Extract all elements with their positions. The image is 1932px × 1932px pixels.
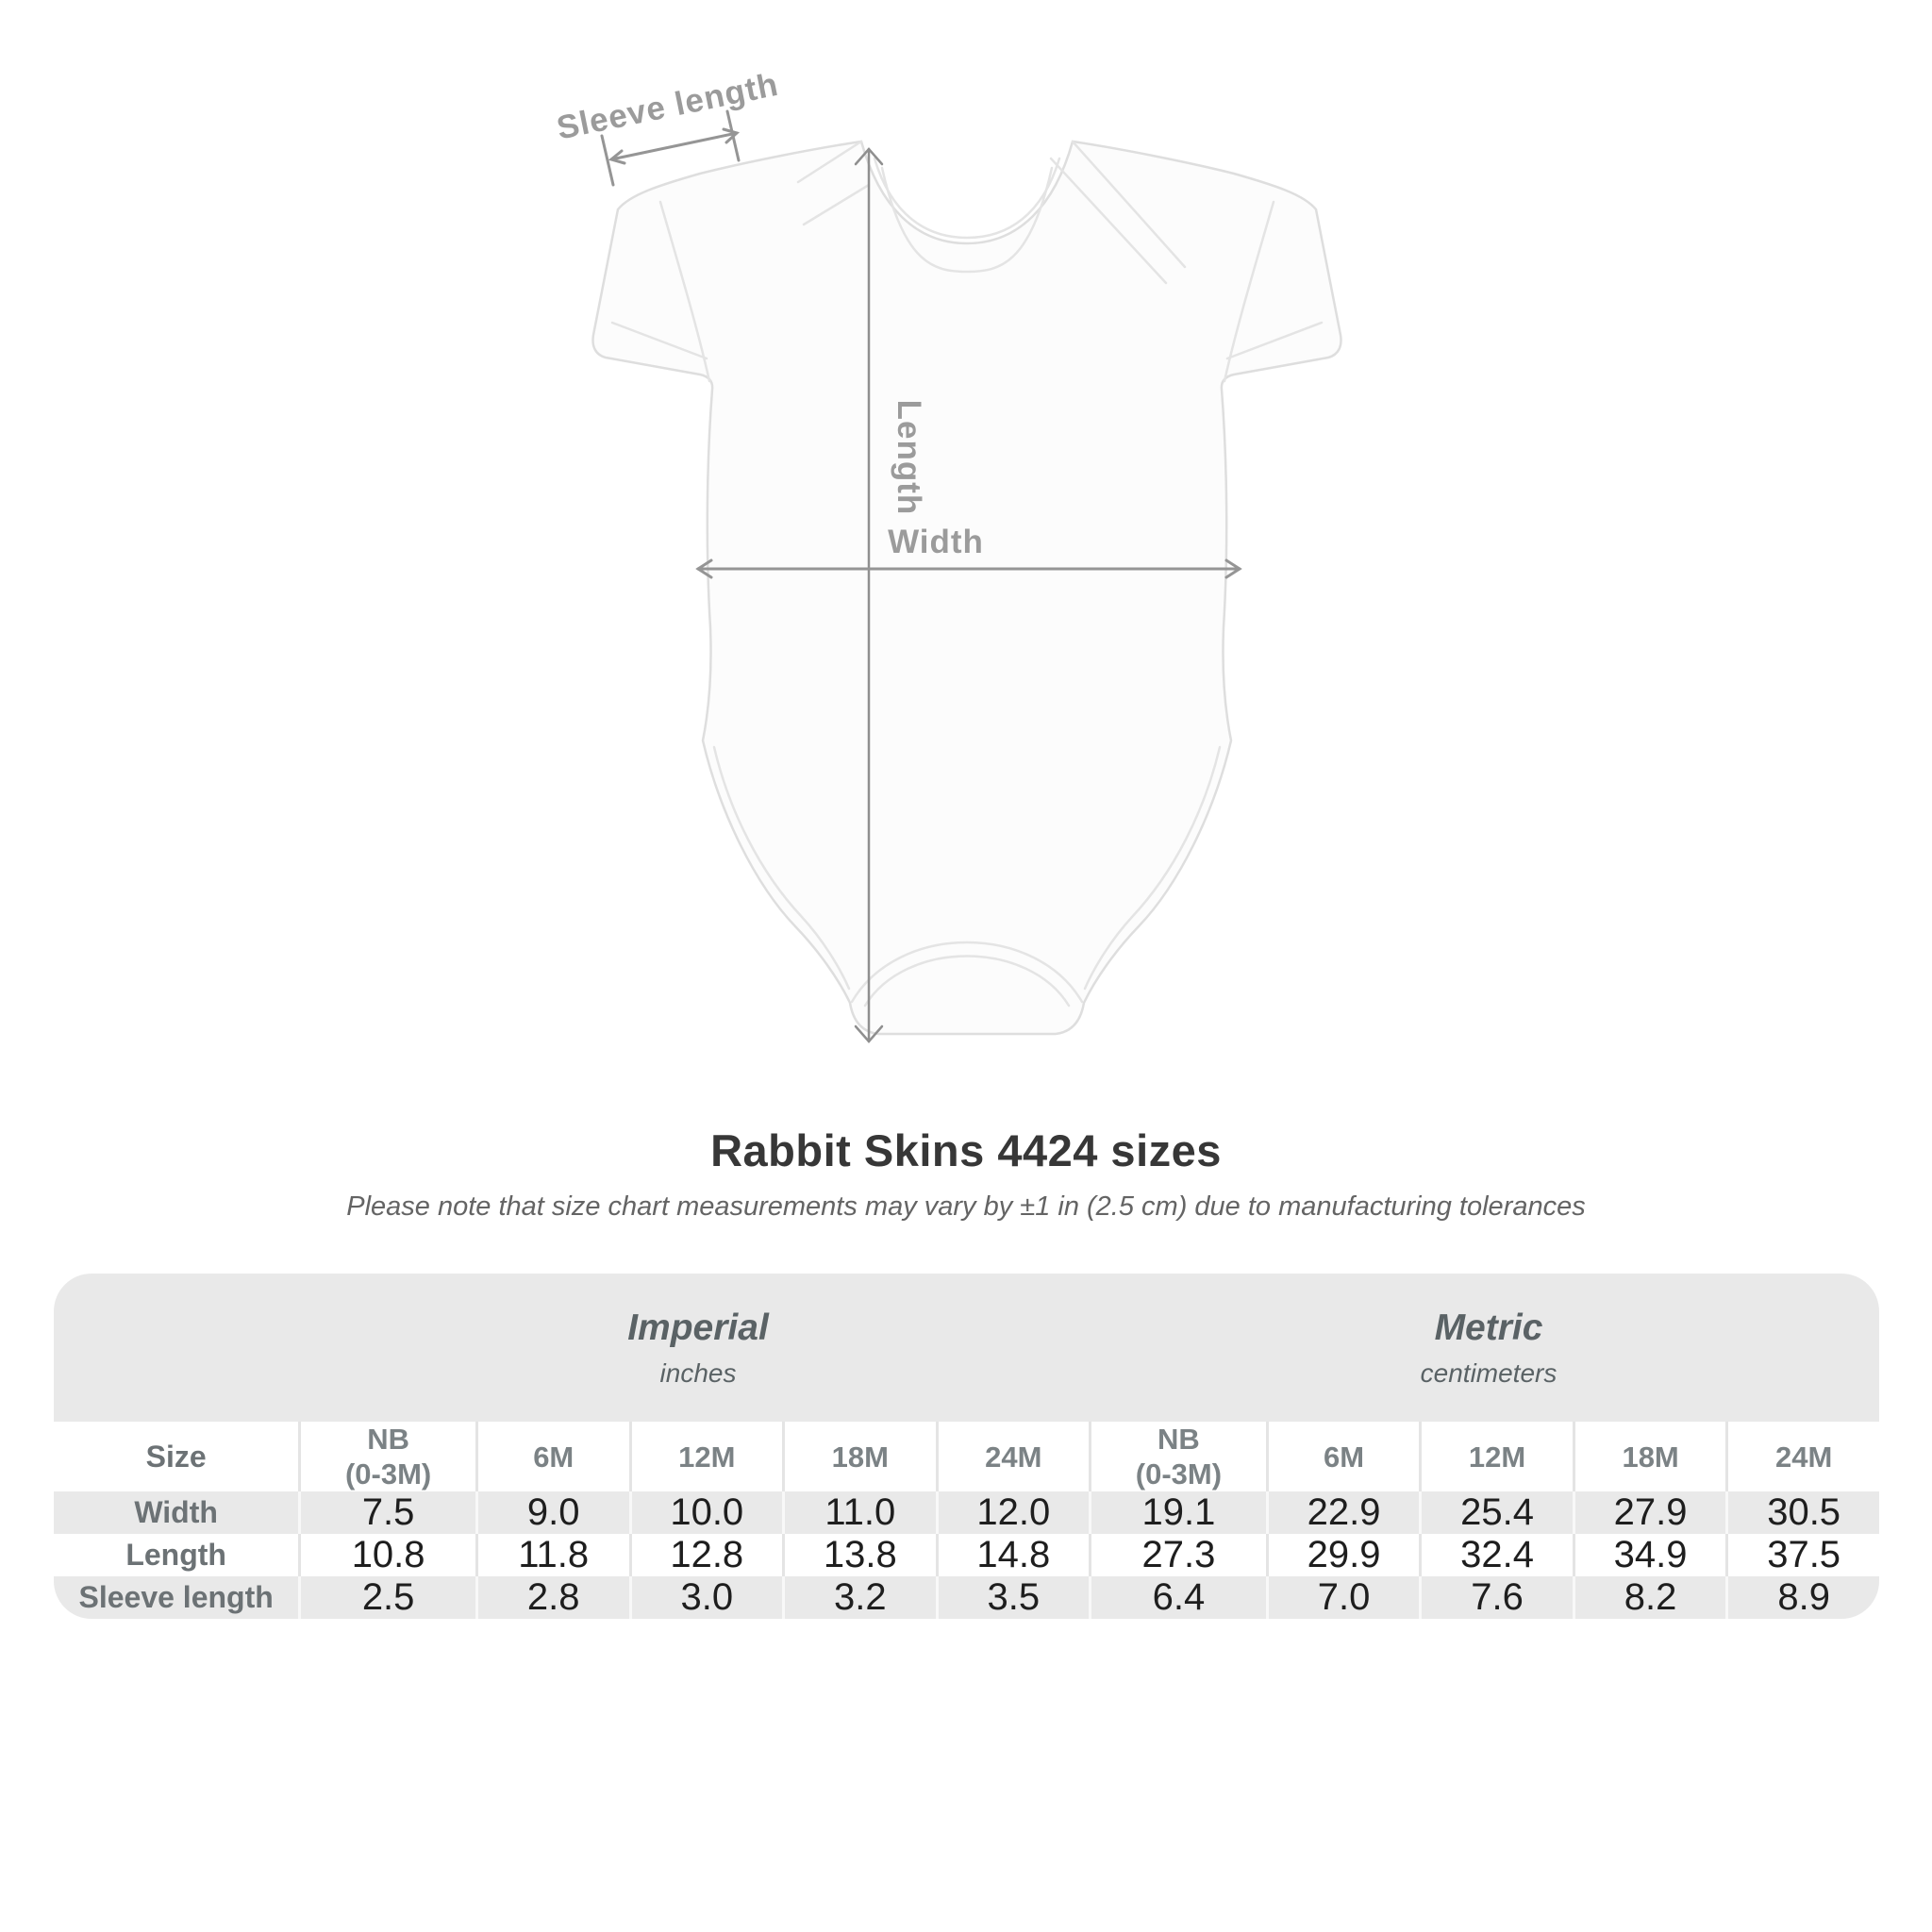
col-header-imp-nb: NB (0-3M)	[298, 1422, 475, 1492]
length-label: Length	[891, 400, 927, 516]
row-label-width: Width	[54, 1491, 299, 1535]
col-header-imp-24m: 24M	[935, 1422, 1090, 1492]
length-imp-24m: 14.8	[935, 1534, 1090, 1577]
col-header-imp-18m: 18M	[782, 1422, 936, 1492]
row-label-length: Length	[54, 1534, 299, 1577]
width-met-12m: 25.4	[1419, 1491, 1573, 1535]
length-imp-18m: 13.8	[782, 1534, 936, 1577]
size-column-header: Size	[54, 1422, 299, 1492]
sleeve-imp-24m: 3.5	[935, 1576, 1090, 1620]
length-imp-6m: 11.8	[475, 1534, 629, 1577]
width-label: Width	[888, 524, 984, 560]
size-grid: Size NB (0-3M) 6M 12M 18M 24M NB (0-3M) 6M…	[54, 1422, 1879, 1620]
page-subtitle: Please note that size chart measurements…	[346, 1191, 1586, 1222]
col-header-imp-12m: 12M	[628, 1422, 783, 1492]
onesie-silhouette	[591, 140, 1342, 1036]
col-header-met-18m: 18M	[1572, 1422, 1726, 1492]
sleeve-met-nb: 6.4	[1089, 1576, 1266, 1620]
heading-block: Rabbit Skins 4424 sizes Please note that…	[0, 1124, 1932, 1223]
width-met-6m: 22.9	[1265, 1491, 1420, 1535]
length-met-nb: 27.3	[1089, 1534, 1266, 1577]
length-imp-nb: 10.8	[298, 1534, 475, 1577]
sleeve-met-6m: 7.0	[1265, 1576, 1420, 1620]
sleeve-imp-nb: 2.5	[298, 1576, 475, 1620]
col-header-met-6m: 6M	[1265, 1422, 1420, 1492]
length-annotation: Length	[854, 147, 927, 1043]
garment-diagram: Sleeve length Length Width	[554, 66, 1342, 1043]
imperial-group-header: Imperial inches	[627, 1307, 769, 1389]
width-met-24m: 30.5	[1725, 1491, 1879, 1535]
sleeve-met-24m: 8.9	[1725, 1576, 1879, 1620]
width-imp-6m: 9.0	[475, 1491, 629, 1535]
imperial-unit: inches	[659, 1357, 737, 1388]
width-imp-24m: 12.0	[935, 1491, 1090, 1535]
sleeve-imp-18m: 3.2	[782, 1576, 936, 1620]
onesie-seam-details	[610, 140, 1324, 1008]
sleeve-length-label: Sleeve length	[554, 66, 782, 147]
metric-group-header: Metric centimeters	[1421, 1307, 1557, 1389]
size-table: Imperial inches Metric centimeters Size …	[54, 1274, 1879, 1620]
length-met-6m: 29.9	[1265, 1534, 1420, 1577]
width-imp-18m: 11.0	[782, 1491, 936, 1535]
length-met-24m: 37.5	[1725, 1534, 1879, 1577]
width-met-18m: 27.9	[1572, 1491, 1726, 1535]
unit-header-band: Imperial inches Metric centimeters	[54, 1274, 1879, 1422]
imperial-label: Imperial	[627, 1307, 769, 1348]
sleeve-met-12m: 7.6	[1419, 1576, 1573, 1620]
page-title: Rabbit Skins 4424 sizes	[710, 1125, 1222, 1175]
sleeve-imp-12m: 3.0	[628, 1576, 783, 1620]
sleeve-met-18m: 8.2	[1572, 1576, 1726, 1620]
sleeve-imp-6m: 2.8	[475, 1576, 629, 1620]
col-header-met-nb: NB (0-3M)	[1089, 1422, 1266, 1492]
width-imp-nb: 7.5	[298, 1491, 475, 1535]
length-met-12m: 32.4	[1419, 1534, 1573, 1577]
width-annotation: Width	[695, 524, 1242, 579]
width-met-nb: 19.1	[1089, 1491, 1266, 1535]
metric-label: Metric	[1434, 1307, 1543, 1348]
length-imp-12m: 12.8	[628, 1534, 783, 1577]
col-header-imp-6m: 6M	[475, 1422, 629, 1492]
row-label-sleeve-length: Sleeve length	[54, 1576, 299, 1620]
length-met-18m: 34.9	[1572, 1534, 1726, 1577]
metric-unit: centimeters	[1420, 1357, 1557, 1388]
width-imp-12m: 10.0	[628, 1491, 783, 1535]
col-header-met-24m: 24M	[1725, 1422, 1879, 1492]
col-header-met-12m: 12M	[1419, 1422, 1573, 1492]
